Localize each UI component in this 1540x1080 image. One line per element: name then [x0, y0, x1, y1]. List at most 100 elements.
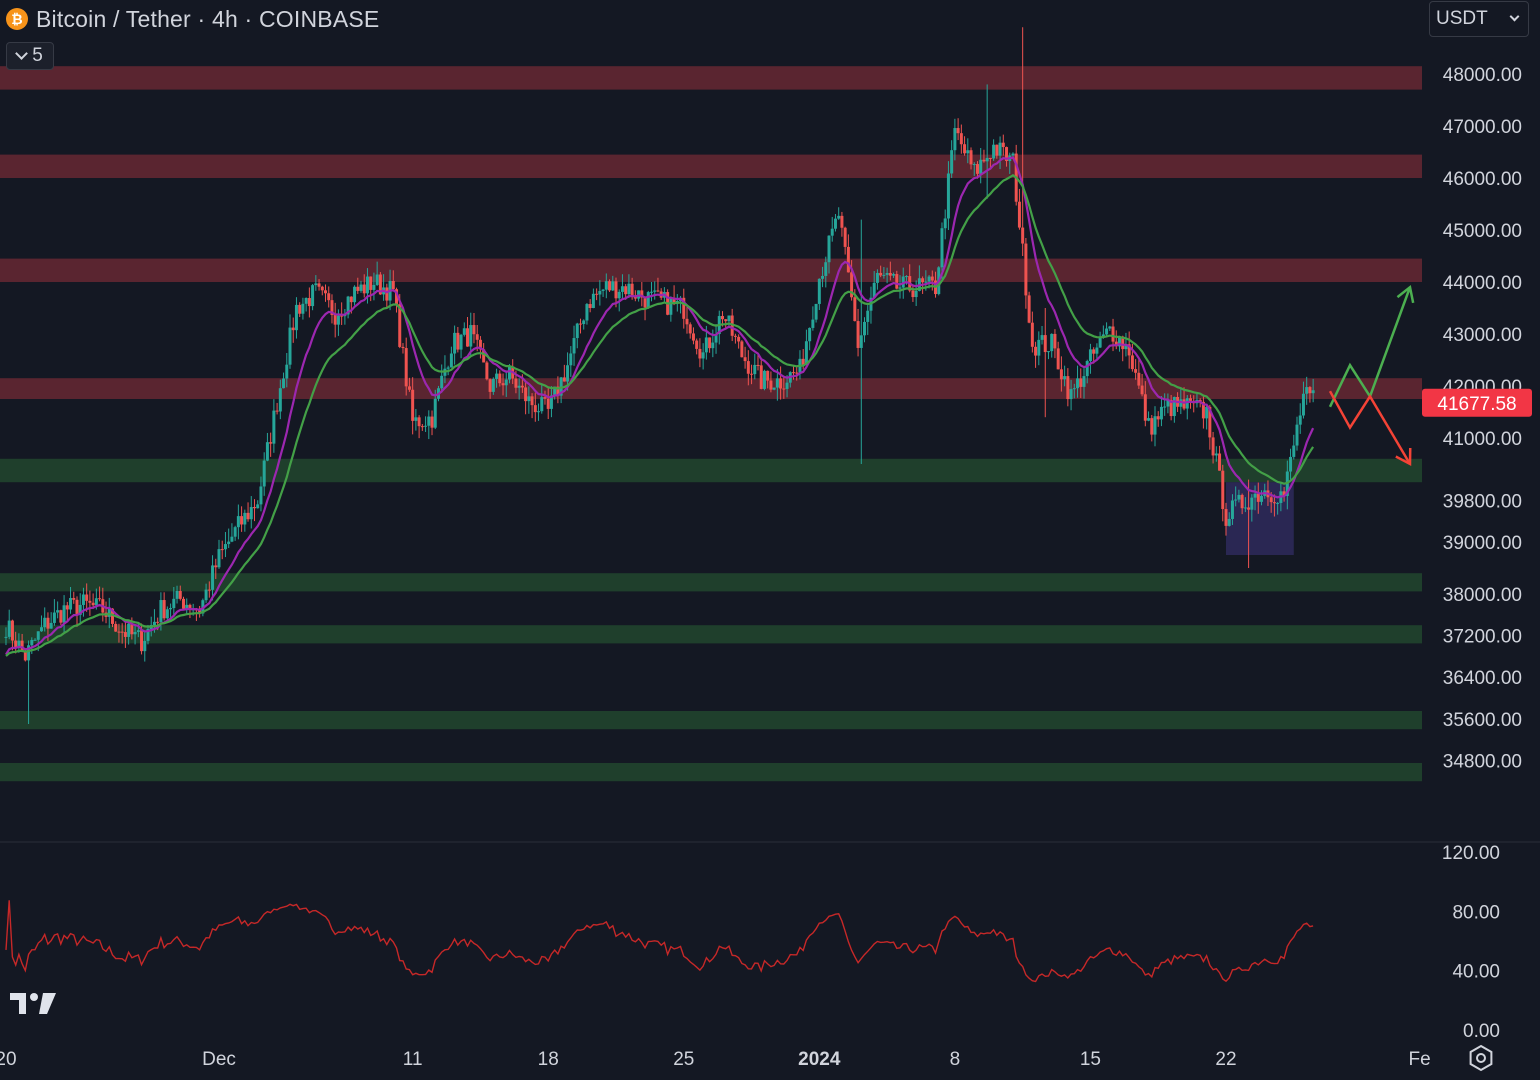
candle	[691, 327, 695, 345]
candle	[863, 317, 867, 343]
candle	[869, 286, 873, 324]
candle-body	[365, 276, 369, 294]
candle	[750, 364, 754, 385]
candle-body	[604, 281, 608, 290]
candle	[327, 286, 331, 308]
candle-body	[762, 370, 766, 389]
axes-layer: 34800.00 35600.00 36400.00 37200.00 38000.00…	[0, 65, 1540, 1070]
symbol-title[interactable]: Bitcoin / Tether · 4h · COINBASE	[36, 5, 380, 32]
candle-body	[440, 375, 444, 389]
candle	[307, 287, 311, 318]
last-price-label: 41677.58	[1437, 394, 1516, 415]
settings-gear-icon[interactable]	[1466, 1043, 1496, 1073]
candle-body	[746, 361, 750, 374]
candle	[346, 295, 350, 319]
candle-body	[298, 304, 302, 314]
candle-body	[733, 335, 737, 337]
symbol-header[interactable]: ₿ Bitcoin / Tether · 4h · COINBASE	[6, 6, 379, 32]
candle-body	[775, 378, 779, 388]
candle	[1076, 365, 1080, 398]
candle	[1059, 356, 1063, 392]
candle	[1169, 394, 1173, 421]
candle-body	[1066, 376, 1070, 400]
candle	[1301, 381, 1305, 419]
candle-body	[169, 608, 173, 610]
candle	[714, 324, 718, 354]
candle-body	[214, 565, 218, 568]
candle-body	[792, 372, 796, 374]
candle-body	[1143, 394, 1147, 421]
candle	[833, 214, 837, 232]
candle-body	[779, 378, 783, 389]
candle-body	[1221, 470, 1225, 510]
candle	[69, 586, 73, 614]
candle	[569, 346, 573, 377]
candle	[1014, 144, 1018, 206]
candle	[1024, 238, 1028, 309]
candle	[840, 211, 844, 237]
candle-body	[307, 298, 311, 307]
candle-body	[940, 228, 944, 268]
candle-body	[850, 272, 854, 298]
currency-select[interactable]: USDT	[1429, 1, 1529, 37]
candle	[595, 288, 599, 301]
price-tick-label: 47000.00	[1443, 117, 1522, 138]
candle-body	[172, 598, 176, 609]
candle	[627, 274, 631, 298]
candle-body	[462, 328, 466, 335]
candle-body	[821, 275, 825, 279]
candle	[1159, 396, 1163, 427]
candle-body	[324, 290, 328, 294]
candle-body	[724, 319, 728, 322]
candle-body	[737, 336, 741, 342]
candle-body	[201, 600, 205, 614]
candle-body	[1172, 396, 1176, 417]
candle-body	[1056, 348, 1060, 370]
candle-body	[846, 246, 850, 273]
candle-body	[588, 304, 592, 309]
candle	[604, 273, 608, 299]
candle	[762, 369, 766, 391]
candle-body	[1153, 416, 1157, 435]
candle	[1127, 331, 1131, 369]
candle	[204, 583, 208, 603]
chevron-down-icon	[1509, 11, 1520, 22]
resistance-zone	[0, 154, 1422, 178]
candle-body	[1005, 147, 1009, 161]
candle-body	[1260, 495, 1264, 502]
candle	[275, 402, 279, 415]
candle-body	[924, 281, 928, 283]
candle	[1088, 343, 1092, 374]
candle-body	[811, 319, 815, 328]
indicators-collapse-button[interactable]: 5	[6, 42, 54, 70]
ema-slow-line	[5, 174, 1315, 657]
candle-body	[1298, 415, 1302, 425]
candle	[1001, 134, 1005, 156]
candle-body	[840, 215, 844, 228]
candle	[669, 296, 673, 322]
candle-body	[1121, 336, 1125, 350]
candle-body	[314, 283, 318, 286]
candle-body	[859, 335, 863, 348]
candle-body	[472, 325, 476, 335]
candle	[785, 375, 789, 398]
candle	[1095, 343, 1099, 361]
candle-body	[1117, 336, 1121, 347]
candle-body	[39, 627, 43, 632]
candle-body	[1188, 398, 1192, 401]
candle-body	[653, 290, 657, 292]
candle	[1224, 502, 1228, 536]
candle-body	[469, 325, 473, 347]
candle-body	[598, 290, 602, 295]
candle-body	[1289, 456, 1293, 472]
candle	[491, 377, 495, 395]
candle-body	[1253, 493, 1257, 498]
candle-body	[1063, 376, 1067, 380]
candle-body	[827, 235, 831, 263]
candle-body	[65, 605, 69, 610]
candle	[104, 601, 108, 624]
candle-body	[540, 397, 544, 412]
candle-body	[1240, 494, 1244, 509]
candle-body	[911, 290, 915, 298]
